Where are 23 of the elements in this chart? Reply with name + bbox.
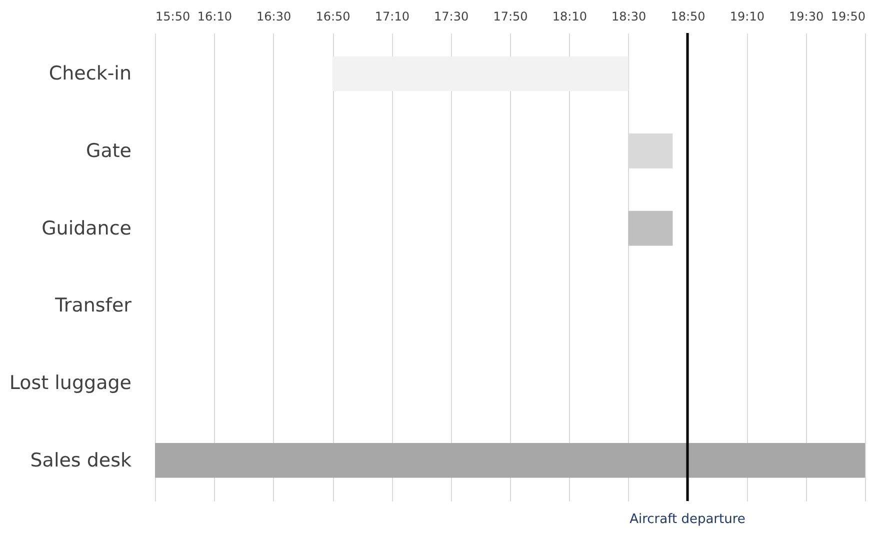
y-tick-label: Check-in	[48, 62, 132, 85]
y-tick-label: Guidance	[42, 217, 132, 240]
x-tick-label: 16:30	[256, 10, 292, 24]
bar	[155, 442, 865, 478]
y-tick-label: Transfer	[54, 294, 132, 317]
y-tick-label: Gate	[86, 140, 132, 162]
bar	[628, 210, 673, 246]
ref-line-label: Aircraft departure	[630, 512, 746, 527]
x-tick-label: 18:10	[552, 10, 587, 24]
x-tick-label: 18:30	[612, 10, 646, 24]
x-tick-label: 16:50	[316, 10, 350, 24]
x-tick-label: 19:10	[730, 10, 764, 24]
x-tick-label: 17:10	[374, 10, 410, 24]
x-tick-label: 19:50	[830, 10, 866, 24]
y-tick-label: Lost luggage	[9, 372, 132, 394]
x-tick-label: 16:10	[197, 10, 232, 24]
x-tick-label: 17:30	[434, 10, 469, 24]
y-tick-label: Sales desk	[30, 449, 132, 472]
x-tick-label: 15:50	[156, 10, 190, 24]
x-tick-label: 17:50	[493, 10, 528, 24]
x-tick-label: 18:50	[670, 10, 706, 24]
bar	[332, 56, 628, 92]
x-tick-label: 19:30	[789, 10, 824, 24]
